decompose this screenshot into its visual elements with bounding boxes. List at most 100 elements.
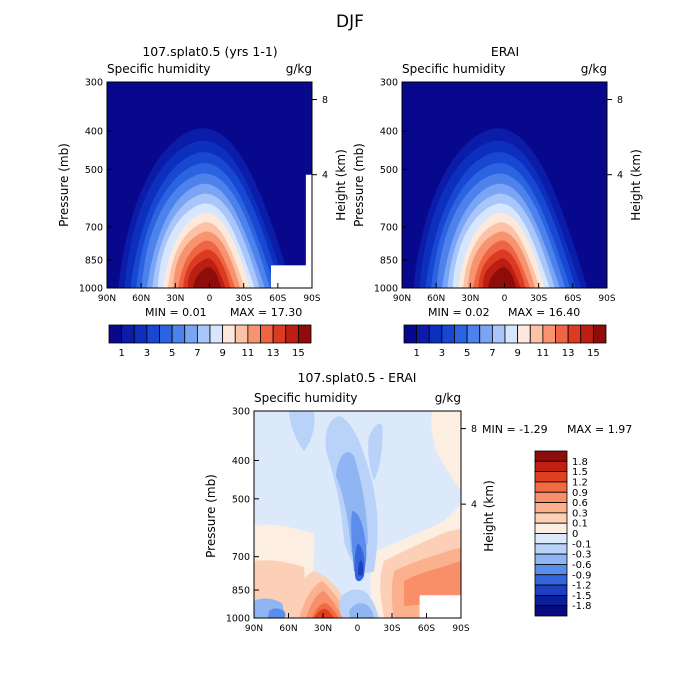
- x-tick-label: 30N: [314, 624, 332, 634]
- panel-model-ylabel: Pressure (mb): [57, 143, 71, 227]
- y-tick-label: 700: [85, 222, 103, 233]
- colorbar-label: -0.3: [572, 550, 592, 561]
- panel-obs-ylabel: Pressure (mb): [352, 143, 366, 227]
- panel-obs-max: MAX = 16.40: [508, 306, 580, 319]
- colorbar-box: [196, 324, 211, 344]
- colorbar-box: [146, 324, 160, 344]
- colorbar-box: [567, 324, 582, 344]
- y-tick-label: 500: [232, 494, 250, 505]
- y-tick-label: 850: [85, 256, 103, 267]
- colorbar-label: 7: [489, 348, 495, 359]
- y2-tick-label: 8: [471, 424, 477, 435]
- x-tick-label: 30S: [530, 294, 547, 304]
- y-tick-label: 300: [85, 78, 103, 89]
- colorbar-label: 1: [413, 348, 419, 359]
- colorbar-label: 9: [514, 348, 520, 359]
- y-tick-label: 700: [380, 222, 398, 233]
- colorbar-box: [234, 324, 249, 344]
- y-tick-label: 850: [380, 256, 398, 267]
- colorbar-box: [534, 460, 568, 473]
- colorbar-box: [479, 324, 493, 344]
- panel-diff: 107.splat0.5 - ERAI Specific humidity g/…: [204, 370, 632, 634]
- colorbar-box: [260, 324, 274, 344]
- colorbar-label: 1.2: [572, 477, 588, 488]
- panel-model-colorbar: 1 3 5 7 9 11 13 15: [108, 324, 312, 359]
- colorbar-box: [534, 502, 568, 514]
- x-tick-label: 30N: [166, 294, 184, 304]
- colorbar-box: [171, 324, 186, 344]
- colorbar-label: -0.1: [572, 539, 592, 550]
- colorbar-box: [542, 324, 556, 344]
- colorbar-box: [222, 324, 236, 344]
- panel-model-variable: Specific humidity: [107, 62, 211, 76]
- panel-diff-ticks: 90N 60N 30N 0 30S 60S 90S 300 400 500 700 850 1000 8 4: [226, 407, 477, 635]
- colorbar-label: 11: [537, 348, 550, 359]
- x-tick-label: 90S: [452, 624, 469, 634]
- panel-model-max: MAX = 17.30: [230, 306, 302, 319]
- colorbar-box: [108, 324, 123, 344]
- x-tick-label: 60N: [427, 294, 445, 304]
- y-tick-label: 300: [232, 407, 250, 418]
- colorbar-label: 5: [169, 348, 175, 359]
- diff-region-23: [349, 603, 374, 618]
- x-tick-label: 90N: [393, 294, 411, 304]
- colorbar-box: [534, 574, 568, 586]
- y-tick-label: 300: [380, 78, 398, 89]
- colorbar-label: 0.9: [572, 488, 588, 499]
- colorbar-label: -0.9: [572, 570, 592, 581]
- colorbar-box: [534, 491, 568, 503]
- colorbar-box: [534, 522, 568, 534]
- colorbar-box: [133, 324, 148, 344]
- colorbar-box: [416, 324, 430, 344]
- colorbar-box: [534, 450, 568, 462]
- y-tick-label: 400: [232, 456, 250, 467]
- panel-obs-units: g/kg: [581, 62, 607, 76]
- x-tick-label: 60S: [418, 624, 435, 634]
- x-tick-label: 60N: [279, 624, 297, 634]
- colorbar-label: 0: [572, 529, 578, 540]
- panel-obs-field: [402, 82, 607, 288]
- panel-obs-title: ERAI: [491, 44, 519, 59]
- missing-data-right: [305, 174, 312, 288]
- y2-tick-label: 4: [617, 170, 623, 181]
- colorbar-label: 0.6: [572, 498, 588, 509]
- colorbar-box: [297, 324, 312, 344]
- y-tick-label: 850: [232, 586, 250, 597]
- y-tick-label: 1000: [226, 614, 250, 625]
- panel-diff-units: g/kg: [435, 391, 461, 405]
- colorbar-box: [209, 324, 224, 344]
- colorbar-label: 9: [219, 348, 225, 359]
- x-tick-label: 30N: [461, 294, 479, 304]
- diff-region-11: [431, 411, 461, 491]
- y2-tick-label: 8: [617, 95, 623, 106]
- y-tick-label: 1000: [374, 284, 398, 295]
- diff-region-18: [289, 411, 315, 451]
- panel-model-units: g/kg: [286, 62, 312, 76]
- colorbar-box: [428, 324, 443, 344]
- y-tick-label: 400: [380, 127, 398, 138]
- colorbar-box: [285, 324, 299, 344]
- x-tick-label: 30S: [235, 294, 252, 304]
- panel-diff-colorbar: 1.81.51.20.90.60.30.10-0.1-0.3-0.6-0.9-1…: [534, 450, 592, 617]
- colorbar-label: 15: [292, 348, 305, 359]
- panel-diff-field: [254, 411, 461, 618]
- field-level-15: [488, 267, 517, 288]
- colorbar-label: 7: [194, 348, 200, 359]
- colorbar-box: [555, 324, 569, 344]
- panel-diff-ylabel: Pressure (mb): [204, 474, 218, 558]
- field-level-15: [193, 267, 222, 288]
- y2-tick-label: 4: [322, 170, 328, 181]
- missing-data-corner: [419, 595, 461, 618]
- colorbar-label: 13: [562, 348, 575, 359]
- x-tick-label: 90N: [245, 624, 263, 634]
- y-tick-label: 1000: [79, 284, 103, 295]
- x-tick-label: 90S: [303, 294, 320, 304]
- colorbar-label: -1.2: [572, 581, 592, 592]
- colorbar-label: 1.5: [572, 467, 588, 478]
- panel-diff-y2label: Height (km): [482, 480, 496, 551]
- panel-obs: ERAI Specific humidity g/kg 90N 60N 30N 0 30…: [352, 44, 643, 359]
- panel-obs-colorbar: 1 3 5 7 9 11 13 15: [403, 324, 607, 359]
- colorbar-label: 3: [439, 348, 445, 359]
- x-tick-label: 0: [502, 294, 508, 304]
